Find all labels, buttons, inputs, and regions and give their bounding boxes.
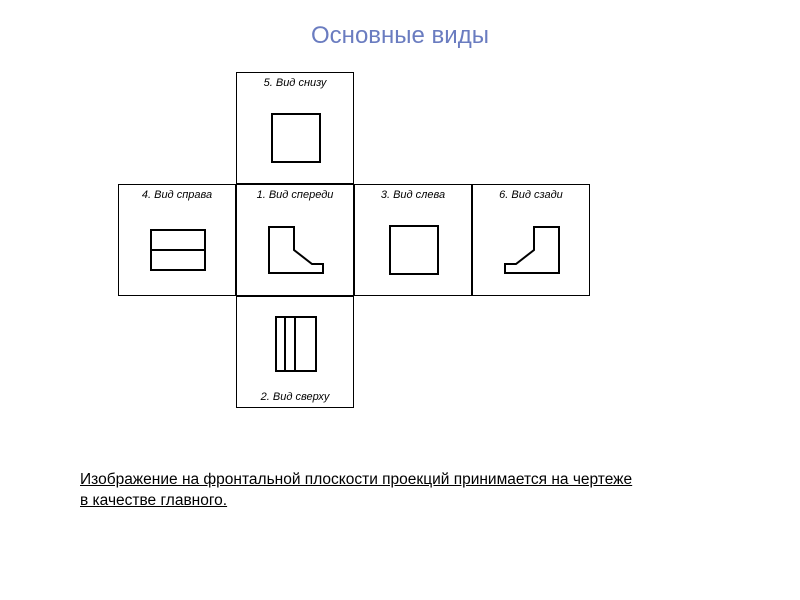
cell-top-view: 2. Вид сверху	[236, 296, 354, 408]
step-back-icon	[504, 226, 560, 274]
step-front-icon	[268, 226, 324, 274]
shape-right-view	[119, 203, 237, 297]
page-title: Основные виды	[0, 22, 800, 50]
label-top-view: 2. Вид сверху	[237, 391, 353, 403]
cell-right-view: 4. Вид справа	[118, 184, 236, 296]
cell-bottom-view: 5. Вид снизу	[236, 72, 354, 184]
cell-left-view: 3. Вид слева	[354, 184, 472, 296]
caption-line1: Изображение на фронтальной плоскости про…	[80, 471, 632, 488]
caption-line2: в качестве главного.	[80, 492, 227, 509]
caption-text: Изображение на фронтальной плоскости про…	[80, 470, 632, 512]
shape-left-view	[355, 203, 473, 297]
shape-top-view	[237, 297, 355, 391]
projection-diagram: 5. Вид снизу 4. Вид справа 1. Вид сперед…	[118, 72, 608, 408]
label-back-view: 6. Вид сзади	[473, 189, 589, 201]
label-right-view: 4. Вид справа	[119, 189, 235, 201]
label-left-view: 3. Вид слева	[355, 189, 471, 201]
label-bottom-view: 5. Вид снизу	[237, 77, 353, 89]
split-h-icon	[150, 229, 206, 271]
cell-front-view: 1. Вид спереди	[236, 184, 354, 296]
shape-bottom-view	[237, 91, 355, 185]
shape-front-view	[237, 203, 355, 297]
label-front-view: 1. Вид спереди	[237, 189, 353, 201]
square-icon	[389, 225, 439, 275]
cell-back-view: 6. Вид сзади	[472, 184, 590, 296]
square-icon	[271, 113, 321, 163]
shape-back-view	[473, 203, 591, 297]
split-v-icon	[275, 316, 317, 372]
